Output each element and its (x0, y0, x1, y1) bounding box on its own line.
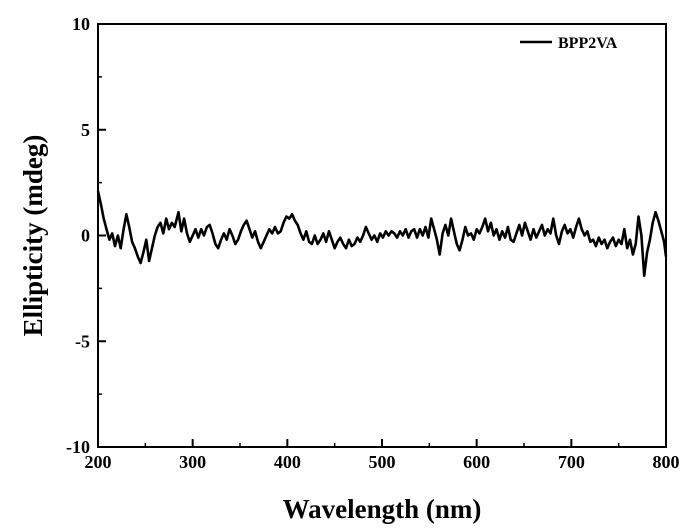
y-tick-label-10: 10 (72, 14, 90, 34)
x-tick-label-400: 400 (274, 452, 301, 472)
y-tick-label-0: 0 (81, 226, 90, 246)
legend-label-bpp2va: BPP2VA (558, 35, 618, 52)
y-tick-label--10: -10 (66, 437, 90, 457)
x-tick-label-600: 600 (463, 452, 490, 472)
x-tick-label-500: 500 (369, 452, 396, 472)
plot-frame (97, 23, 667, 448)
x-tick-label-200: 200 (85, 452, 112, 472)
series-line-bpp2va (96, 190, 668, 277)
y-tick-label-5: 5 (81, 120, 90, 140)
x-axis-title: Wavelength (nm) (283, 494, 482, 524)
tick-labels: 200 300 400 500 600 700 800 -10 -5 0 5 10 (66, 14, 680, 472)
x-tick-label-300: 300 (179, 452, 206, 472)
y-tick-label--5: -5 (75, 331, 90, 351)
x-tick-label-800: 800 (653, 452, 680, 472)
y-axis-title: Ellipticity (mdeg) (18, 135, 48, 337)
x-tick-label-700: 700 (558, 452, 585, 472)
legend: BPP2VA (520, 35, 618, 52)
